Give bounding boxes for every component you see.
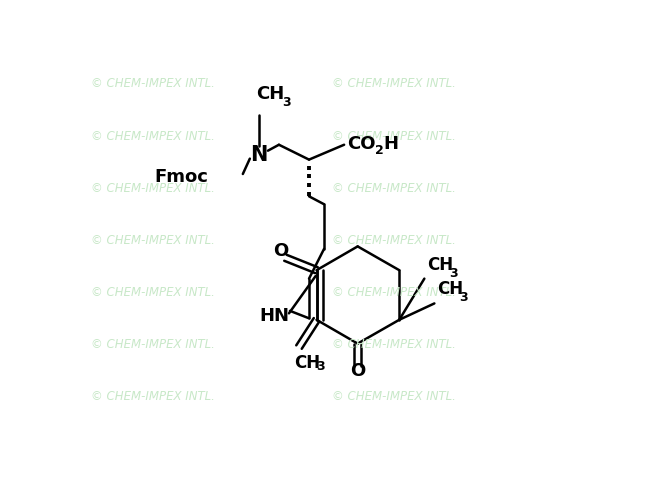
Text: O: O xyxy=(350,362,366,380)
Text: © CHEM-IMPEX INTL.: © CHEM-IMPEX INTL. xyxy=(332,234,455,247)
Text: © CHEM-IMPEX INTL.: © CHEM-IMPEX INTL. xyxy=(332,182,455,195)
Text: © CHEM-IMPEX INTL.: © CHEM-IMPEX INTL. xyxy=(332,286,455,299)
Text: 2: 2 xyxy=(375,144,384,157)
Text: © CHEM-IMPEX INTL.: © CHEM-IMPEX INTL. xyxy=(332,338,455,351)
Text: CH: CH xyxy=(294,354,320,372)
Text: © CHEM-IMPEX INTL.: © CHEM-IMPEX INTL. xyxy=(91,286,215,299)
Text: 3: 3 xyxy=(450,267,458,280)
Text: N: N xyxy=(250,144,268,165)
Text: © CHEM-IMPEX INTL.: © CHEM-IMPEX INTL. xyxy=(91,390,215,403)
Text: © CHEM-IMPEX INTL.: © CHEM-IMPEX INTL. xyxy=(91,182,215,195)
Text: © CHEM-IMPEX INTL.: © CHEM-IMPEX INTL. xyxy=(91,129,215,142)
Text: CH: CH xyxy=(437,281,463,298)
Text: H: H xyxy=(384,135,399,153)
Text: O: O xyxy=(273,242,288,260)
Text: 3: 3 xyxy=(282,96,291,109)
Text: HN: HN xyxy=(259,307,289,325)
Text: © CHEM-IMPEX INTL.: © CHEM-IMPEX INTL. xyxy=(332,129,455,142)
Text: Fmoc: Fmoc xyxy=(155,168,209,186)
Text: © CHEM-IMPEX INTL.: © CHEM-IMPEX INTL. xyxy=(332,77,455,90)
Text: © CHEM-IMPEX INTL.: © CHEM-IMPEX INTL. xyxy=(91,77,215,90)
Text: CH: CH xyxy=(256,85,285,102)
Text: © CHEM-IMPEX INTL.: © CHEM-IMPEX INTL. xyxy=(91,234,215,247)
Text: © CHEM-IMPEX INTL.: © CHEM-IMPEX INTL. xyxy=(91,338,215,351)
Text: CO: CO xyxy=(347,135,375,153)
Text: CH: CH xyxy=(427,256,453,274)
Text: © CHEM-IMPEX INTL.: © CHEM-IMPEX INTL. xyxy=(332,390,455,403)
Text: 3: 3 xyxy=(459,291,468,304)
Text: 3: 3 xyxy=(316,360,325,373)
